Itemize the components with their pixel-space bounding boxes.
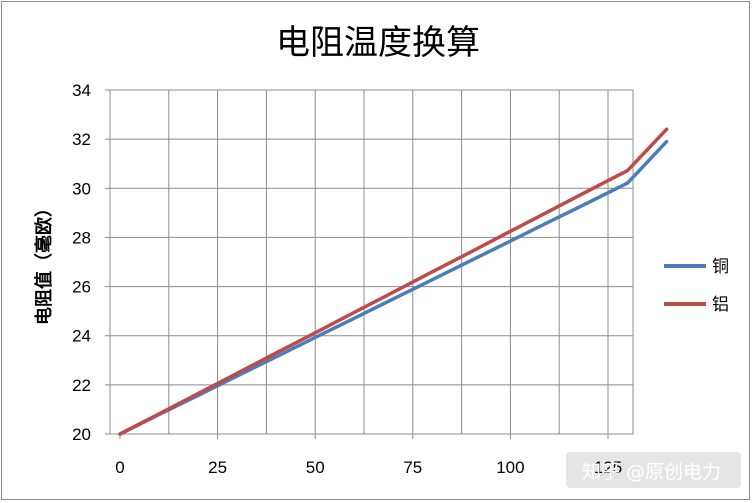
y-tick-label: 24: [72, 327, 91, 346]
y-tick-label: 30: [72, 179, 91, 198]
watermark-backdrop: [566, 452, 741, 488]
series-line-铝: [118, 127, 669, 436]
series-line-铜: [118, 139, 669, 436]
y-axis-label: 电阻值（毫欧）: [33, 199, 55, 325]
y-tick-label: 28: [72, 228, 91, 247]
y-tick-label: 34: [72, 81, 91, 100]
legend-label: 铝: [712, 295, 729, 315]
watermark: 知乎 @原创电力: [582, 461, 721, 483]
chart-title: 电阻温度换算: [276, 23, 480, 63]
y-tick-label: 22: [72, 376, 91, 395]
x-tick-label: 25: [208, 458, 227, 477]
legend-label: 铜: [712, 257, 729, 277]
x-tick-label: 0: [115, 458, 124, 477]
series-lines: [118, 127, 669, 436]
y-tick-label: 26: [72, 278, 91, 297]
x-axis-ticks: 0 25 50 75 100 125: [115, 434, 622, 477]
y-tick-label: 32: [72, 130, 91, 149]
x-tick-label: 50: [306, 458, 325, 477]
y-axis-ticks: 20 22 24 26 28 30 32 34: [72, 81, 110, 444]
grid: [110, 89, 633, 435]
y-tick-label: 20: [72, 425, 91, 444]
plot-area: [109, 89, 634, 435]
x-tick-label: 100: [496, 458, 524, 477]
x-tick-label: 75: [403, 458, 422, 477]
x-tick-label: 125: [594, 458, 622, 477]
legend: 铜铝: [664, 257, 729, 315]
